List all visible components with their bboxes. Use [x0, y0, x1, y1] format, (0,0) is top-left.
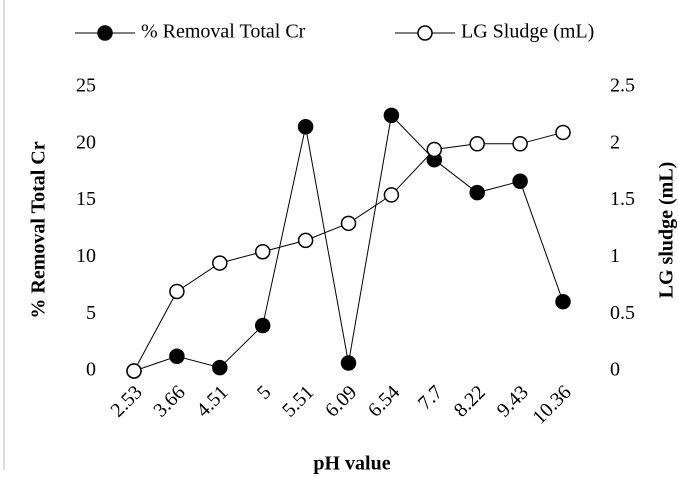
- data-point: [555, 293, 571, 310]
- data-point: [512, 136, 528, 152]
- legend-marker: [97, 25, 113, 41]
- data-point: [169, 283, 185, 300]
- y-tick-label: 0: [86, 359, 96, 381]
- data-point: [469, 136, 485, 152]
- y2-tick-label: 0: [610, 359, 620, 381]
- data-point: [383, 187, 400, 203]
- y2-tick-label: 1.5: [610, 188, 635, 210]
- y-tick-label: 20: [76, 131, 96, 153]
- y-tick-label: 10: [76, 245, 96, 267]
- legend-marker: [417, 25, 433, 41]
- legend-label: LG Sludge (mL): [461, 21, 594, 43]
- y2-axis-title: LG sludge (mL): [656, 162, 678, 299]
- y-tick-label: 5: [86, 302, 96, 324]
- data-point: [212, 359, 228, 376]
- data-point: [254, 317, 271, 334]
- data-point: [469, 184, 485, 201]
- data-point: [426, 141, 443, 158]
- data-point: [297, 232, 314, 249]
- y2-tick-label: 0.5: [610, 302, 635, 324]
- data-point: [555, 124, 571, 141]
- data-point: [340, 215, 357, 232]
- x-axis-title: pH value: [313, 453, 390, 475]
- y2-tick-label: 2: [610, 131, 620, 153]
- y-tick-label: 25: [76, 75, 96, 97]
- data-point: [212, 255, 228, 271]
- y2-tick-label: 2.5: [610, 75, 635, 97]
- data-point: [297, 119, 314, 135]
- data-point: [383, 107, 400, 124]
- legend-label: % Removal Total Cr: [141, 21, 306, 43]
- data-point: [512, 173, 528, 190]
- y-tick-label: 15: [76, 188, 96, 210]
- y2-tick-label: 1: [610, 245, 620, 267]
- data-point: [126, 363, 142, 379]
- data-point: [254, 243, 271, 260]
- data-point: [169, 348, 185, 364]
- data-point: [340, 355, 357, 371]
- y-axis-title: % Removal Total Cr: [28, 141, 50, 318]
